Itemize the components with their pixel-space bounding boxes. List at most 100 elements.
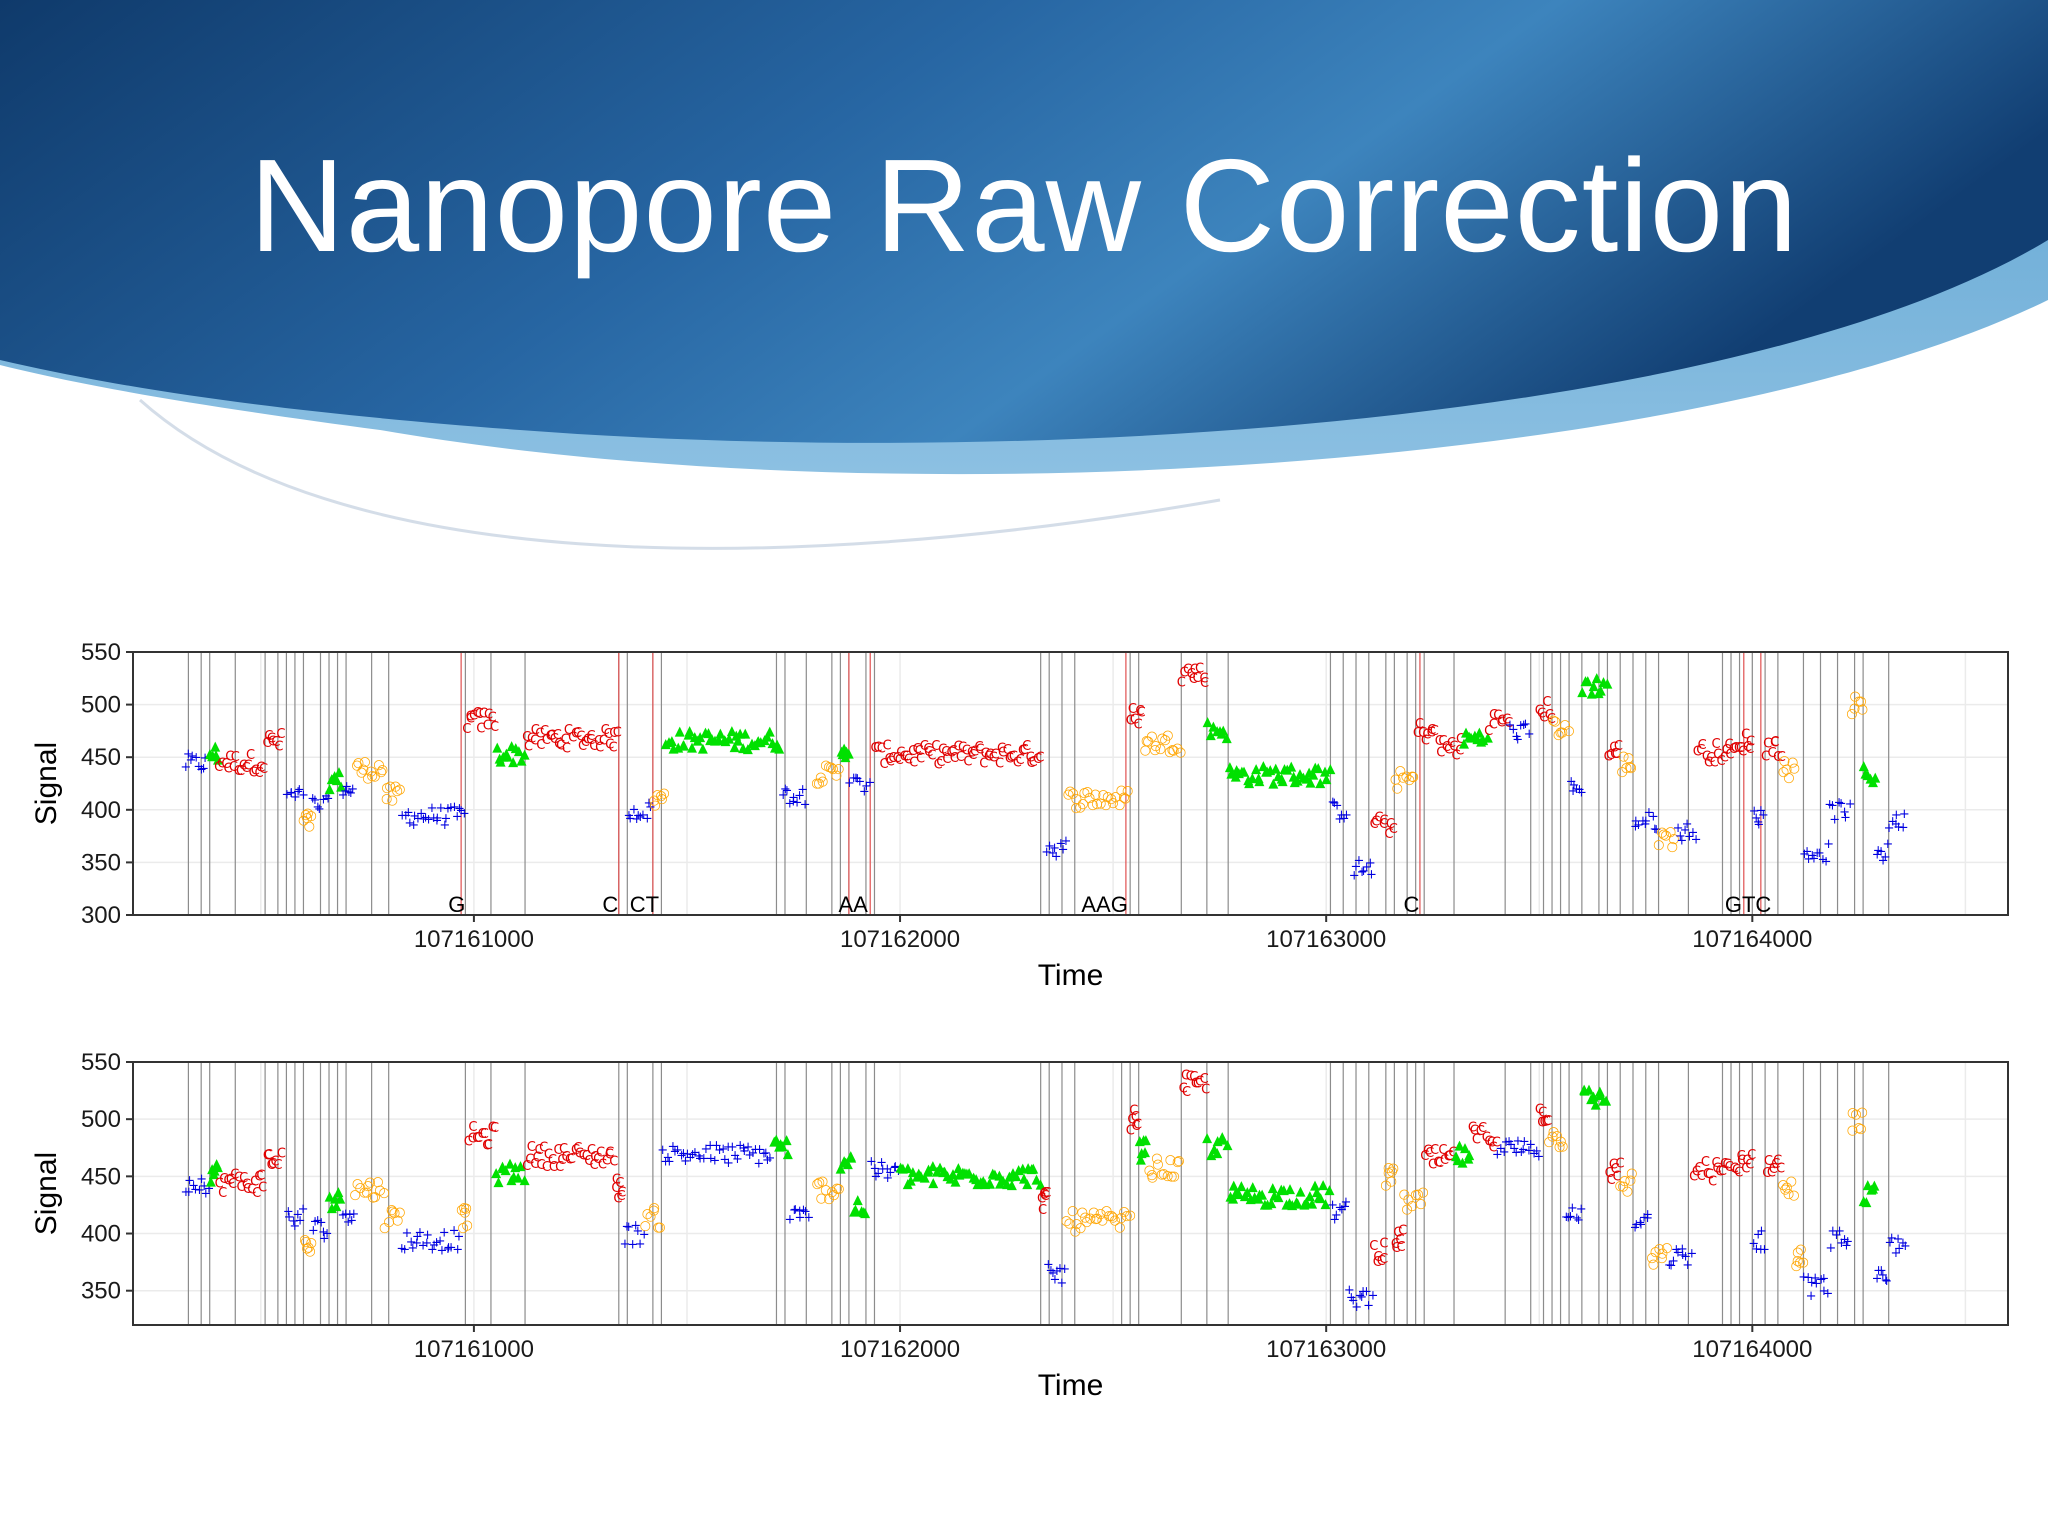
signal-point: +: [1630, 1221, 1641, 1236]
signal-point: ○: [1175, 745, 1186, 760]
y-tick-label: 450: [81, 744, 121, 771]
signal-point: ▲: [1232, 762, 1242, 777]
signal-point: ▲: [1217, 726, 1227, 741]
signal-point: ▲: [327, 1201, 337, 1216]
signal-point: ▲: [1141, 1132, 1151, 1147]
signal-point: ○: [658, 786, 669, 801]
signal-point: C: [1133, 1118, 1142, 1133]
signal-point: C: [1371, 815, 1380, 830]
signal-point: ▲: [333, 1185, 343, 1200]
signal-point: +: [662, 1151, 673, 1166]
signal-point: +: [1336, 808, 1347, 823]
signal-point: +: [1574, 783, 1585, 798]
signal-point: +: [1686, 1247, 1697, 1262]
signal-point: ○: [384, 779, 395, 794]
signal-point: ○: [1788, 1188, 1799, 1203]
signal-point: C: [226, 1173, 235, 1188]
signal-point: ▲: [932, 1164, 942, 1179]
signal-point: C: [276, 727, 285, 742]
signal-point: ▲: [1136, 1152, 1146, 1167]
signal-point: C: [584, 1154, 593, 1169]
signal-point: ▲: [953, 1160, 963, 1175]
signal-point: C: [230, 1168, 239, 1183]
signal-point: ▲: [740, 726, 750, 741]
signal-point: +: [1047, 1266, 1058, 1281]
signal-point: +: [678, 1146, 689, 1161]
signal-point: ○: [649, 793, 660, 808]
signal-point: ▲: [334, 764, 344, 779]
signal-point: ○: [1386, 1164, 1397, 1179]
signal-point: ○: [378, 1185, 389, 1200]
signal-point: +: [294, 782, 305, 797]
signal-point: ▲: [1483, 730, 1493, 745]
signal-point: ▲: [501, 1163, 511, 1178]
signal-point: ○: [826, 760, 837, 775]
signal-point: ○: [381, 781, 392, 796]
signal-point: ▲: [1135, 1133, 1145, 1148]
signal-point: +: [456, 804, 467, 819]
signal-point: +: [669, 1145, 680, 1160]
signal-point: ○: [1106, 1209, 1117, 1224]
signal-point: C: [975, 743, 984, 758]
signal-point: ▲: [770, 740, 780, 755]
signal-point: +: [698, 1152, 709, 1167]
signal-point: +: [204, 1181, 215, 1196]
signal-point: +: [1339, 1200, 1350, 1215]
signal-point: +: [1758, 808, 1769, 823]
signal-point: ○: [1151, 1151, 1162, 1166]
signal-point: C: [1771, 1157, 1780, 1172]
signal-point: C: [525, 1153, 534, 1168]
signal-point: +: [1834, 1224, 1845, 1239]
signal-point: C: [483, 719, 492, 734]
signal-point: C: [611, 1181, 620, 1196]
signal-point: C: [1746, 734, 1755, 749]
signal-point: +: [281, 788, 292, 803]
signal-point: +: [422, 1228, 433, 1243]
signal-point: ▲: [920, 1170, 930, 1185]
signal-point: C: [900, 750, 909, 765]
signal-point: +: [1512, 733, 1523, 748]
signal-point: C: [985, 748, 994, 763]
signal-point: ○: [1150, 738, 1161, 753]
signal-point: +: [1061, 834, 1072, 849]
signal-point: ○: [1101, 1204, 1112, 1219]
signal-point: +: [1753, 817, 1764, 832]
signal-point: +: [452, 810, 463, 825]
signal-point: ▲: [498, 1159, 508, 1174]
signal-point: +: [310, 793, 321, 808]
signal-point: C: [475, 707, 484, 722]
signal-point: C: [1492, 1135, 1501, 1150]
signal-point: C: [1696, 743, 1705, 758]
signal-point: ▲: [1305, 775, 1315, 790]
signal-point: C: [1764, 1154, 1773, 1169]
signal-point: +: [723, 1140, 734, 1155]
signal-point: ▲: [1305, 1188, 1315, 1203]
signal-point: ○: [1114, 798, 1125, 813]
signal-point: +: [186, 753, 197, 768]
signal-point: C: [1127, 1112, 1136, 1127]
signal-point: ○: [814, 1175, 825, 1190]
signal-point: ▲: [1286, 759, 1296, 774]
signal-point: ○: [1792, 1245, 1803, 1260]
signal-point: C: [254, 1169, 263, 1184]
signal-point: +: [628, 803, 639, 818]
signal-point: +: [1803, 852, 1814, 867]
signal-point: C: [601, 723, 610, 738]
signal-point: ▲: [753, 734, 763, 749]
signal-point: ○: [459, 1205, 470, 1220]
signal-point: ○: [1798, 1255, 1809, 1270]
signal-point: ○: [833, 761, 844, 776]
signal-point: +: [1834, 796, 1845, 811]
signal-point: +: [738, 1141, 749, 1156]
signal-point: ○: [1071, 800, 1082, 815]
signal-point: ▲: [774, 741, 784, 756]
signal-point: ○: [304, 819, 315, 834]
signal-point: ▲: [1008, 1166, 1018, 1181]
signal-point: +: [1567, 1201, 1578, 1216]
signal-point: +: [1671, 1242, 1682, 1257]
signal-point: +: [1049, 1272, 1060, 1287]
signal-point: C: [217, 756, 226, 771]
signal-point: C: [1730, 1162, 1739, 1177]
signal-point: C: [252, 1186, 261, 1201]
signal-point: C: [223, 762, 232, 777]
